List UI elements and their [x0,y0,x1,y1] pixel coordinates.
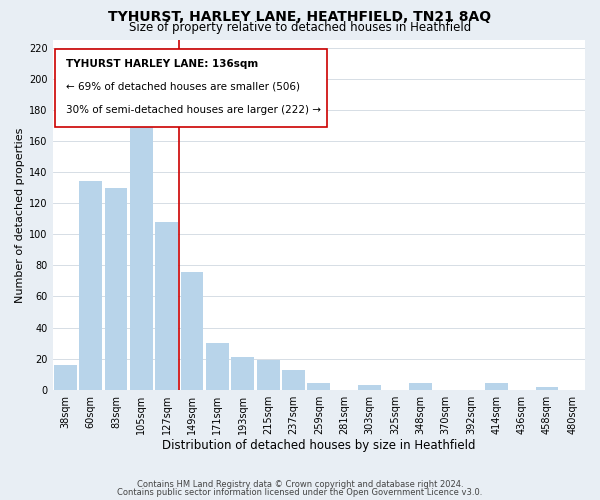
Text: ← 69% of detached houses are smaller (506): ← 69% of detached houses are smaller (50… [66,82,300,92]
Text: Contains HM Land Registry data © Crown copyright and database right 2024.: Contains HM Land Registry data © Crown c… [137,480,463,489]
Bar [282,370,305,390]
Bar [485,384,508,390]
Bar [307,384,330,390]
Bar [130,104,153,390]
Bar [257,360,280,390]
Bar [79,182,102,390]
Text: 30% of semi-detached houses are larger (222) →: 30% of semi-detached houses are larger (… [66,104,321,115]
Text: Size of property relative to detached houses in Heathfield: Size of property relative to detached ho… [129,21,471,34]
Text: TYHURST, HARLEY LANE, HEATHFIELD, TN21 8AQ: TYHURST, HARLEY LANE, HEATHFIELD, TN21 8… [109,10,491,24]
Bar [206,343,229,390]
FancyBboxPatch shape [55,48,327,128]
Text: TYHURST HARLEY LANE: 136sqm: TYHURST HARLEY LANE: 136sqm [66,59,258,69]
Bar [54,365,77,390]
Bar [104,188,127,390]
Bar [409,384,431,390]
Bar [232,357,254,390]
Bar [155,222,178,390]
Bar [358,385,381,390]
Y-axis label: Number of detached properties: Number of detached properties [15,127,25,302]
Bar [536,386,559,390]
Bar [181,272,203,390]
X-axis label: Distribution of detached houses by size in Heathfield: Distribution of detached houses by size … [162,440,476,452]
Text: Contains public sector information licensed under the Open Government Licence v3: Contains public sector information licen… [118,488,482,497]
